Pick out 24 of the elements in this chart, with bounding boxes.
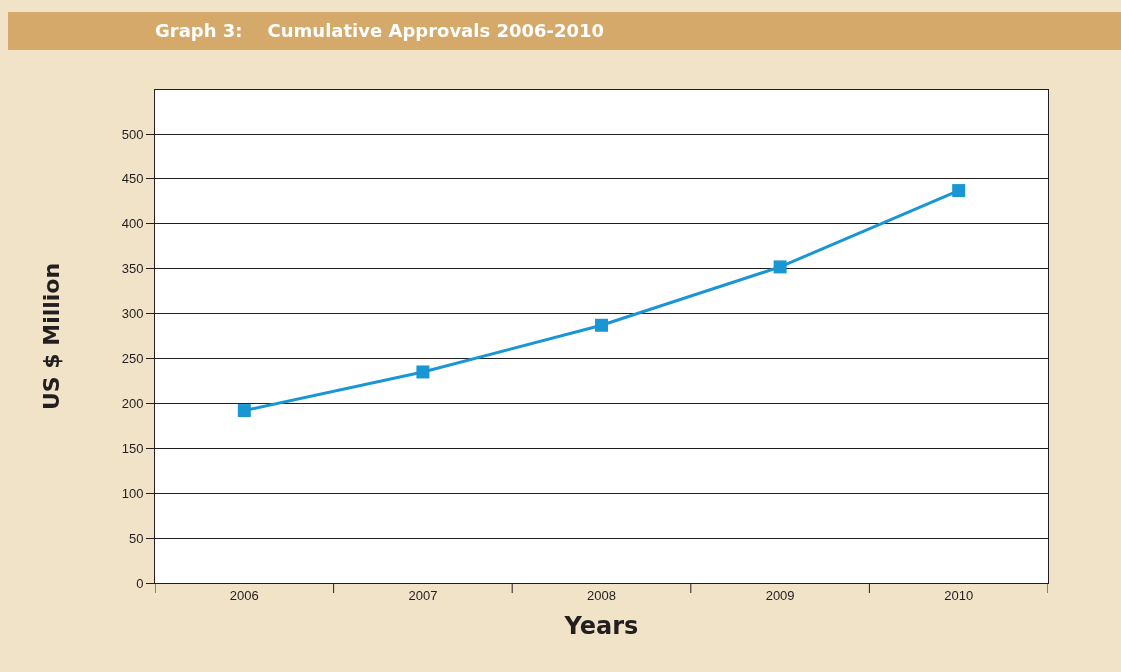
y-tick-label: 450: [121, 171, 144, 187]
x-tick-label: 2006: [229, 587, 259, 603]
point: [773, 260, 787, 274]
y-tick-label: 0: [136, 575, 144, 591]
y-tick-label: 350: [121, 261, 144, 277]
y-tick-label: 150: [121, 440, 144, 456]
x-tick-label: 2009: [765, 587, 795, 603]
y-tick-label: 500: [121, 126, 144, 142]
y-tick-label: 50: [128, 530, 144, 546]
y-tick-label: 250: [121, 351, 144, 367]
x-tick-label: 2010: [944, 587, 974, 603]
y-tick-label: 200: [121, 395, 144, 411]
x-tick-label: 2008: [587, 587, 616, 603]
point: [952, 184, 966, 198]
x-tick-label: 2007: [408, 587, 438, 603]
point: [595, 318, 608, 332]
x-axis-title: Years: [563, 611, 639, 640]
y-axis-title: US $ Million: [39, 262, 65, 411]
point: [416, 365, 430, 379]
y-tick-label: 400: [121, 216, 144, 232]
y-tick-label: 300: [121, 306, 144, 322]
point: [237, 404, 251, 418]
chart-title: Graph 3: Cumulative Approvals 2006-2010: [155, 20, 605, 42]
y-tick-label: 100: [121, 485, 144, 501]
